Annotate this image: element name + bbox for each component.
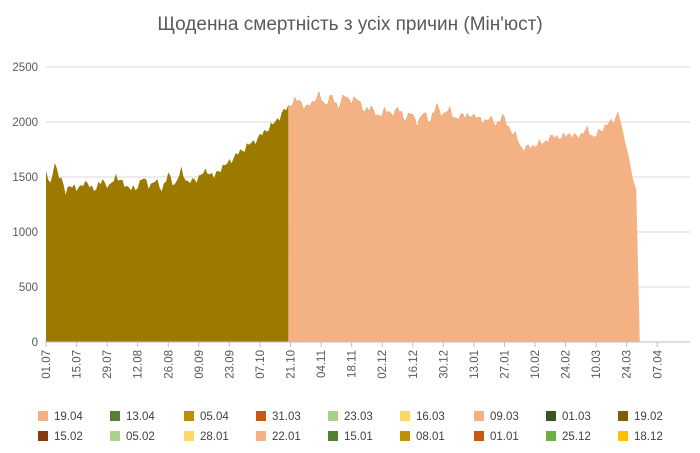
legend-label: 22.01 [272, 431, 301, 443]
legend-label: 08.01 [416, 431, 445, 443]
x-tick-label: 24.02 [561, 350, 573, 379]
legend-swatch [110, 411, 120, 421]
x-tick-label: 04.11 [316, 350, 328, 378]
legend-swatch [256, 431, 266, 441]
legend-swatch [400, 431, 410, 441]
y-tick-label: 500 [19, 282, 38, 294]
area-series-base [46, 97, 313, 343]
x-tick-label: 18.11 [347, 350, 359, 378]
x-tick-label: 10.03 [591, 350, 603, 379]
x-tick-label: 07.04 [652, 349, 664, 378]
legend-swatch [184, 431, 194, 441]
y-tick-label: 2500 [12, 62, 38, 74]
legend-swatch [38, 411, 48, 421]
legend-label: 13.04 [126, 411, 155, 423]
x-tick-label: 29.07 [102, 350, 114, 379]
legend-swatch [256, 411, 266, 421]
y-tick-label: 2000 [12, 117, 38, 129]
legend-label: 01.03 [562, 411, 591, 423]
legend-swatch [328, 431, 338, 441]
axes: 0 500 1000 1500 2000 2500 01.07 15.07 29.07 12.08… [12, 62, 690, 379]
x-tick-label: 21.10 [286, 350, 298, 379]
legend-swatch [618, 431, 628, 441]
legend-label: 18.12 [634, 431, 663, 443]
x-tick-label: 24.03 [622, 350, 634, 379]
x-tick-label: 01.07 [41, 350, 53, 379]
legend-label: 01.01 [490, 431, 519, 443]
x-tick-label: 26.08 [163, 350, 175, 379]
legend-swatch [400, 411, 410, 421]
legend-swatch [110, 431, 120, 441]
x-tick-label: 10.02 [530, 350, 542, 379]
legend-swatch [474, 411, 484, 421]
legend-label: 23.03 [344, 411, 373, 423]
legend-swatch [546, 411, 556, 421]
y-tick-label: 0 [32, 337, 38, 349]
x-tick-label: 09.09 [194, 350, 206, 379]
legend-swatch [474, 431, 484, 441]
x-tick-label: 07.10 [255, 350, 267, 379]
legend-label: 19.04 [54, 411, 83, 423]
x-tick-label: 02.12 [377, 350, 389, 379]
legend-swatch [328, 411, 338, 421]
area-cutoff [288, 91, 640, 343]
legend-label: 15.01 [344, 431, 373, 443]
legend-label: 05.02 [126, 431, 155, 443]
legend-label: 15.02 [54, 431, 83, 443]
legend-swatch [546, 431, 556, 441]
legend-label: 19.02 [634, 411, 663, 423]
y-tick-label: 1500 [12, 172, 38, 184]
legend-label: 09.03 [490, 411, 519, 423]
x-tick-label: 16.12 [408, 350, 420, 379]
chart-title: Щоденна смертність з усіх причин (Мін'юс… [157, 14, 543, 35]
x-tick-label: 27.01 [499, 350, 511, 379]
legend-swatch [38, 431, 48, 441]
x-tick-label: 30.12 [438, 350, 450, 379]
legend-swatch [618, 411, 628, 421]
legend-label: 31.03 [272, 411, 301, 423]
y-tick-label: 1000 [12, 227, 38, 239]
x-tick-label: 13.01 [469, 350, 481, 379]
x-tick-label: 15.07 [72, 350, 84, 379]
x-tick-label: 23.09 [224, 350, 236, 379]
legend-label: 28.01 [200, 431, 229, 443]
legend-label: 16.03 [416, 411, 445, 423]
legend-label: 05.04 [200, 411, 229, 423]
legend-swatch [184, 411, 194, 421]
x-tick-label: 12.08 [133, 350, 145, 379]
plot-areas [46, 91, 640, 343]
legend-label: 25.12 [562, 431, 591, 443]
legend: 19.04 13.04 05.04 31.03 23.03 16.03 09.03 01.03… [38, 411, 663, 443]
